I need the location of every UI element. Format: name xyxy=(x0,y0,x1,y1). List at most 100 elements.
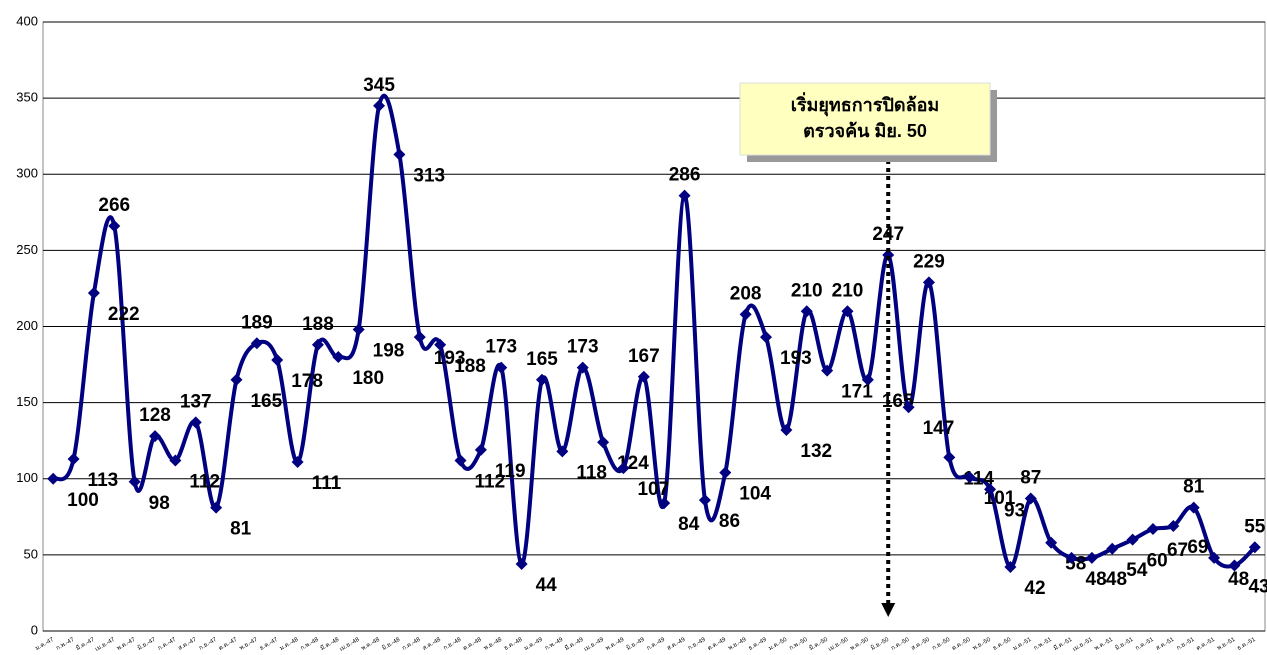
data-label: 173 xyxy=(485,337,517,358)
marker xyxy=(1146,522,1159,535)
data-label: 60 xyxy=(1147,551,1168,572)
data-label: 345 xyxy=(363,75,395,96)
x-tick-label: มี.ค.-48 xyxy=(319,635,341,652)
marker xyxy=(189,416,202,429)
marker xyxy=(1045,536,1058,549)
x-tick-label: มี.ค.-47 xyxy=(74,635,96,652)
x-tick-label: พ.ย.-48 xyxy=(483,636,504,652)
data-label: 81 xyxy=(230,519,252,540)
marker xyxy=(760,331,773,344)
x-tick-label: ก.ย.-48 xyxy=(443,637,463,652)
x-tick-label: ต.ค.-47 xyxy=(218,637,239,652)
x-tick-label: ธ.ค.-50 xyxy=(992,636,1013,652)
x-tick-label: พ.ค.-50 xyxy=(849,636,870,652)
marker xyxy=(617,462,630,475)
x-tick-label: มี.ค.-50 xyxy=(808,635,830,652)
x-tick-label: เม.ย.-50 xyxy=(828,637,850,653)
x-tick-label: ก.ย.-50 xyxy=(932,637,952,652)
data-label: 313 xyxy=(413,165,445,186)
data-label: 118 xyxy=(576,462,607,483)
y-tick-label: 100 xyxy=(16,470,38,485)
data-label: 113 xyxy=(88,470,119,491)
data-label: 107 xyxy=(637,479,669,500)
x-tick-label: พ.ค.-49 xyxy=(604,636,625,652)
marker xyxy=(1248,541,1261,554)
x-tick-label: ก.พ.-51 xyxy=(1032,636,1053,652)
x-tick-label: พ.ค.-51 xyxy=(1093,636,1114,652)
x-tick-label: มิ.ย.-51 xyxy=(1114,636,1135,652)
marker xyxy=(291,456,304,469)
data-label: 193 xyxy=(434,348,466,369)
annotation-text: เริ่มยุทธการปิดล้อม xyxy=(791,92,940,117)
x-tick-label: ก.ย.-47 xyxy=(198,637,218,652)
marker xyxy=(1167,519,1180,532)
data-label: 84 xyxy=(678,514,700,535)
data-label: 178 xyxy=(291,371,323,392)
marker xyxy=(1065,551,1078,564)
data-label: 165 xyxy=(526,349,558,370)
marker xyxy=(1126,533,1139,546)
marker xyxy=(821,364,834,377)
y-tick-label: 400 xyxy=(16,13,38,28)
marker xyxy=(393,148,406,161)
data-label: 210 xyxy=(832,280,864,301)
marker xyxy=(230,373,243,386)
data-label: 87 xyxy=(1020,468,1041,489)
x-tick-label: ก.ย.-51 xyxy=(1176,637,1196,652)
data-label: 171 xyxy=(841,382,873,403)
x-tick-label: ม.ค.-48 xyxy=(279,637,300,653)
data-label: 188 xyxy=(454,356,486,377)
marker xyxy=(1004,561,1017,574)
marker xyxy=(1208,551,1221,564)
x-tick-label: ก.ย.-49 xyxy=(687,637,707,652)
y-tick-label: 350 xyxy=(16,90,38,105)
marker xyxy=(352,323,365,336)
x-tick-label: ส.ค.-49 xyxy=(666,636,687,652)
x-tick-label: พ.ย.-50 xyxy=(971,636,992,652)
data-label: 286 xyxy=(669,165,701,186)
marker xyxy=(108,220,121,233)
data-label: 198 xyxy=(373,341,405,362)
marker xyxy=(373,99,386,112)
x-tick-label: มิ.ย.-50 xyxy=(870,636,891,652)
marker xyxy=(841,305,854,318)
x-tick-label: ส.ค.-47 xyxy=(177,636,198,652)
data-label: 42 xyxy=(1024,578,1045,599)
data-label: 210 xyxy=(791,280,823,301)
marker xyxy=(1024,492,1037,505)
data-label: 112 xyxy=(475,471,506,492)
marker xyxy=(1106,542,1119,555)
marker xyxy=(250,337,263,350)
data-label: 266 xyxy=(98,195,130,216)
marker xyxy=(169,454,182,467)
marker xyxy=(963,471,976,484)
marker xyxy=(87,287,100,300)
data-label: 147 xyxy=(923,418,955,439)
marker xyxy=(780,424,793,437)
data-label: 208 xyxy=(730,283,762,304)
marker xyxy=(128,475,141,488)
x-tick-label: ธ.ค.-48 xyxy=(503,636,524,652)
marker xyxy=(413,331,426,344)
data-label: 132 xyxy=(800,441,832,462)
data-label: 48 xyxy=(1228,569,1249,590)
marker xyxy=(943,451,956,464)
marker xyxy=(739,308,752,321)
marker xyxy=(210,501,223,514)
x-tick-label: ต.ค.-49 xyxy=(707,637,728,652)
x-tick-label: พ.ย.-51 xyxy=(1216,636,1237,652)
data-label: 69 xyxy=(1187,537,1208,558)
x-tick-label: มิ.ย.-49 xyxy=(625,636,646,652)
y-tick-label: 50 xyxy=(24,546,38,561)
x-tick-label: พ.ค.-47 xyxy=(116,636,137,652)
data-label: 165 xyxy=(250,391,282,412)
data-label: 100 xyxy=(67,490,99,511)
x-tick-label: ก.ค.-50 xyxy=(890,637,911,652)
marker xyxy=(474,443,487,456)
marker xyxy=(311,338,324,351)
marker xyxy=(882,248,895,261)
marker xyxy=(535,373,548,386)
marker xyxy=(271,353,284,366)
marker xyxy=(698,494,711,507)
annotation-text: ตรวจค้น มิย. 50 xyxy=(803,121,927,141)
